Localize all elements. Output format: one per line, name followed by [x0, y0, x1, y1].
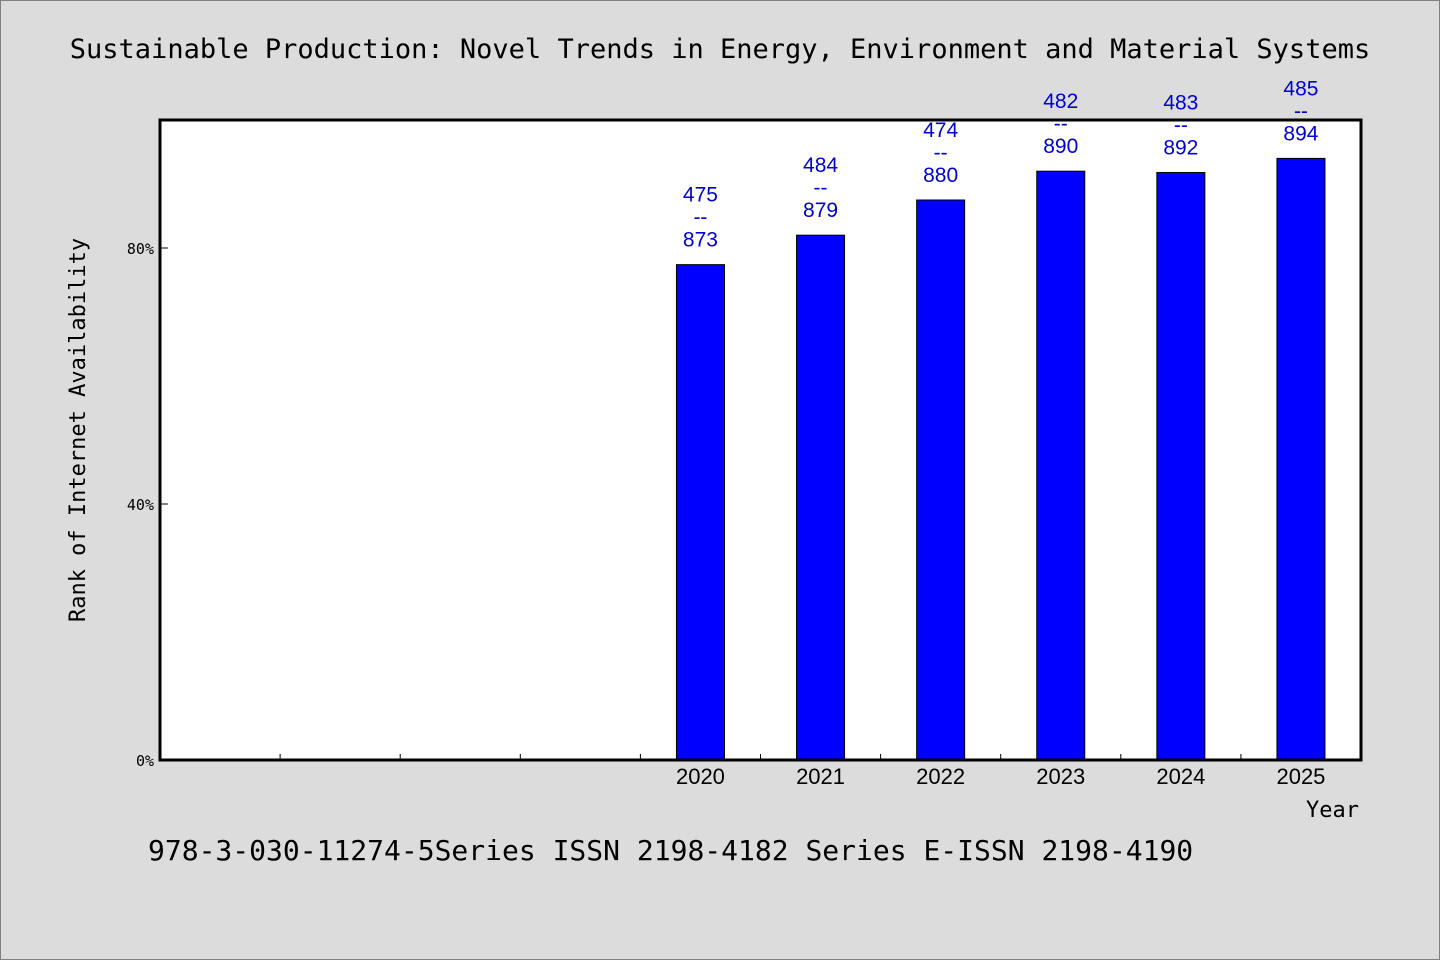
data-label-2025-line2: --: [1294, 100, 1308, 123]
data-label-2020-line3: 873: [683, 229, 718, 252]
footer-isbn-text: 978-3-030-11274-5Series ISSN 2198-4182 S…: [148, 834, 1194, 867]
data-label-2022-line3: 880: [923, 164, 958, 187]
data-label-2025-line1: 485: [1283, 77, 1318, 100]
y-tick-label-80: 80%: [127, 240, 154, 258]
y-axis-label: Rank of Internet Availability: [66, 238, 91, 622]
x-tick-label-2024: 2024: [1156, 764, 1205, 789]
bar-2022: [916, 199, 966, 761]
data-label-2024-line3: 892: [1163, 136, 1198, 159]
data-label-2024-line2: --: [1174, 114, 1188, 137]
data-label-2022-line2: --: [934, 142, 948, 165]
bars: [675, 157, 1326, 761]
data-label-2021-line1: 484: [803, 154, 838, 177]
bar-2025: [1276, 157, 1326, 761]
data-label-2024-line1: 483: [1163, 91, 1198, 114]
data-label-2023-line1: 482: [1043, 90, 1078, 113]
y-tick-label-40: 40%: [127, 496, 154, 514]
x-tick-label-2023: 2023: [1036, 764, 1085, 789]
x-axis-label: Year: [1306, 798, 1359, 823]
chart-title: Sustainable Production: Novel Trends in …: [69, 34, 1371, 65]
data-label-2021-line3: 879: [803, 199, 838, 222]
data-label-2025-line3: 894: [1283, 122, 1318, 145]
data-label-2023-line2: --: [1054, 113, 1068, 136]
y-tick-label-0: 0%: [136, 752, 154, 770]
x-tick-label-2021: 2021: [796, 764, 845, 789]
data-label-2022-line1: 474: [923, 119, 958, 142]
x-tick-label-2025: 2025: [1276, 764, 1325, 789]
bar-2024: [1156, 171, 1206, 761]
x-tick-label-2022: 2022: [916, 764, 965, 789]
data-label-2020-line2: --: [693, 206, 707, 229]
bar-2020: [675, 264, 725, 761]
x-tick-label-2020: 2020: [676, 764, 725, 789]
data-labels: 475--873484--879474--880482--890483--892…: [683, 77, 1319, 251]
axis-ticks: 2020 2021 2022 2023 2024 2025 0% 40% 80%: [127, 240, 1326, 789]
bar-2023: [1036, 170, 1086, 761]
data-label-2020-line1: 475: [683, 184, 718, 207]
data-label-2021-line2: --: [814, 177, 828, 200]
data-label-2023-line3: 890: [1043, 135, 1078, 158]
bar-2021: [796, 234, 846, 761]
